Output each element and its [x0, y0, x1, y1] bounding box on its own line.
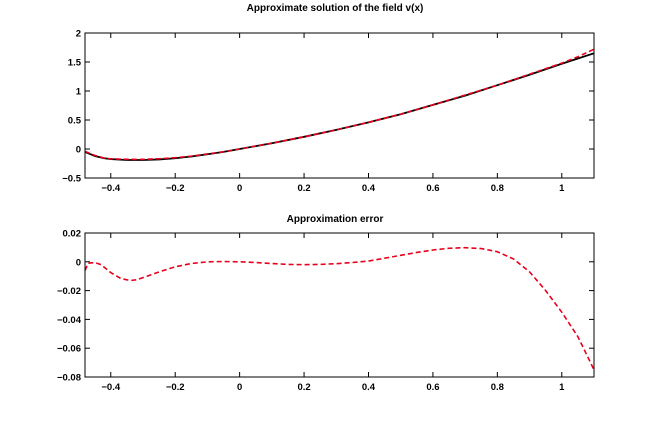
- top-chart-ticks: [85, 32, 594, 179]
- top-x-tick-label: 0.4: [362, 183, 376, 194]
- bottom-chart: Approximation error −0.4 −0.2 0 0.2 0.4 0.6 0.…: [57, 214, 595, 394]
- top-x-tick-label: 1: [559, 183, 565, 194]
- bottom-x-tick-label: 0.6: [426, 382, 439, 393]
- bottom-y-tick-label: 0: [76, 257, 81, 268]
- bottom-x-tick-label: 0.8: [491, 382, 504, 393]
- bottom-y-tick-label: −0.04: [57, 315, 82, 326]
- top-series-line-solid: [84, 52, 595, 161]
- bottom-x-tick-label: 0.4: [362, 382, 376, 393]
- top-x-tick-label: 0.6: [426, 183, 439, 194]
- bottom-x-tick-label: 0.2: [297, 382, 310, 393]
- top-x-tick-label: 0.2: [297, 183, 310, 194]
- bottom-y-tick-label: −0.08: [57, 373, 81, 384]
- top-y-tick-label: −0.5: [62, 174, 81, 185]
- bottom-chart-series: [84, 246, 595, 371]
- top-y-tick-label: 1: [76, 87, 82, 98]
- bottom-x-tick-label: 1: [559, 382, 565, 393]
- bottom-x-tick-label: −0.4: [101, 382, 120, 393]
- top-y-tick-label: 0: [76, 145, 81, 156]
- bottom-x-tick-label: −0.2: [166, 382, 185, 393]
- bottom-y-tick-label: −0.06: [57, 344, 81, 355]
- bottom-chart-ticks: [85, 232, 594, 378]
- top-chart-axes-box: [84, 32, 595, 179]
- top-chart-title: Approximate solution of the field v(x): [247, 3, 424, 14]
- top-chart-series: [84, 48, 595, 161]
- top-y-tick-label: 1.5: [68, 58, 82, 69]
- top-x-tick-label: −0.2: [166, 183, 185, 194]
- top-chart-tick-labels: −0.4 −0.2 0 0.2 0.4 0.6 0.8 1 −0.5 0 0.5 1 1.5 2: [62, 29, 565, 195]
- top-series-line-dashed: [84, 48, 595, 161]
- top-y-tick-label: 2: [76, 29, 81, 40]
- bottom-x-tick-label: 0: [237, 382, 242, 393]
- top-y-tick-label: 0.5: [68, 116, 82, 127]
- top-x-tick-label: 0: [237, 183, 242, 194]
- bottom-chart-title: Approximation error: [287, 214, 384, 225]
- top-x-tick-label: 0.8: [491, 183, 504, 194]
- bottom-y-tick-label: 0.02: [63, 229, 82, 240]
- bottom-y-tick-label: −0.02: [57, 286, 81, 297]
- top-chart: Approximate solution of the field v(x) −…: [62, 3, 595, 195]
- bottom-chart-axes-box: [84, 232, 595, 378]
- bottom-series-line-dashed: [84, 246, 595, 371]
- top-x-tick-label: −0.4: [101, 183, 120, 194]
- bottom-chart-tick-labels: −0.4 −0.2 0 0.2 0.4 0.6 0.8 1 −0.08 −0.06 −0.04 −0.…: [57, 229, 565, 394]
